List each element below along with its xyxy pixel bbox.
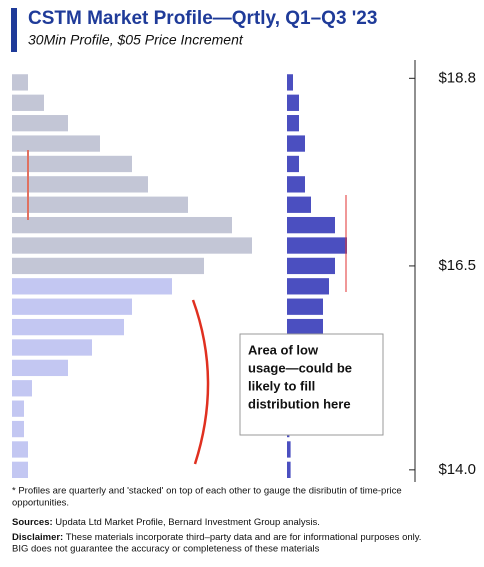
title-accent bbox=[11, 8, 17, 52]
tpo-row bbox=[12, 176, 148, 193]
chart-title: CSTM Market Profile—Qrtly, Q1–Q3 '23 bbox=[28, 8, 377, 29]
tpo-row bbox=[12, 257, 204, 275]
volume-bar bbox=[287, 135, 305, 152]
tpo-row bbox=[12, 298, 132, 315]
footnote: * Profiles are quarterly and 'stacked' o… bbox=[12, 486, 402, 497]
volume-bar bbox=[287, 216, 335, 234]
tpo-row bbox=[12, 135, 100, 152]
volume-bar bbox=[287, 298, 323, 315]
sources: Sources: Updata Ltd Market Profile, Bern… bbox=[12, 517, 320, 528]
volume-bar bbox=[287, 461, 291, 478]
sources-text: Updata Ltd Market Profile, Bernard Inves… bbox=[55, 517, 320, 528]
volume-bar bbox=[287, 441, 291, 458]
volume-bar bbox=[287, 74, 293, 91]
volume-bar bbox=[287, 115, 299, 132]
sources-label: Sources: bbox=[12, 517, 53, 528]
tpo-row bbox=[12, 115, 68, 132]
volume-bar bbox=[287, 176, 305, 193]
volume-bar bbox=[287, 257, 335, 275]
volume-bar bbox=[287, 155, 299, 173]
annotation: distribution here bbox=[248, 396, 351, 411]
volume-bar bbox=[287, 237, 347, 254]
tpo-row bbox=[12, 196, 188, 213]
disclaimer: BIG does not guarantee the accuracy or c… bbox=[12, 544, 320, 555]
volume-bar bbox=[287, 278, 329, 295]
chart-subtitle: 30Min Profile, $05 Price Increment bbox=[28, 32, 244, 48]
tpo-row bbox=[12, 441, 28, 458]
disclaimer-text: These materials incorporate third–party … bbox=[66, 532, 422, 543]
tpo-row bbox=[12, 461, 28, 478]
y-tick-label: $16.5 bbox=[438, 257, 476, 274]
tpo-row bbox=[12, 278, 172, 295]
y-tick-label: $18.8 bbox=[438, 69, 476, 86]
annotation: likely to fill bbox=[248, 378, 315, 393]
tpo-row bbox=[12, 216, 232, 234]
volume-bar bbox=[287, 196, 311, 213]
tpo-row bbox=[12, 94, 44, 111]
footnote: opportunities. bbox=[12, 498, 69, 509]
y-tick-label: $14.0 bbox=[438, 461, 476, 478]
tpo-row bbox=[12, 380, 32, 397]
annotation-box bbox=[239, 333, 384, 436]
bracket bbox=[191, 299, 210, 465]
annotation: Area of low bbox=[248, 342, 319, 357]
tpo-row bbox=[12, 420, 24, 438]
volume-bar bbox=[287, 94, 299, 111]
tpo-row bbox=[12, 237, 252, 254]
volume-bar bbox=[287, 318, 323, 336]
tpo-row bbox=[12, 74, 28, 91]
disclaimer-label: Disclaimer: bbox=[12, 532, 63, 543]
tpo-row bbox=[12, 359, 68, 377]
tpo-row bbox=[12, 400, 24, 417]
tpo-row bbox=[12, 339, 92, 356]
disclaimer: Disclaimer: These materials incorporate … bbox=[12, 532, 421, 543]
tpo-row bbox=[12, 318, 124, 336]
annotation: usage—could be bbox=[248, 360, 352, 375]
tpo-row bbox=[12, 155, 132, 173]
